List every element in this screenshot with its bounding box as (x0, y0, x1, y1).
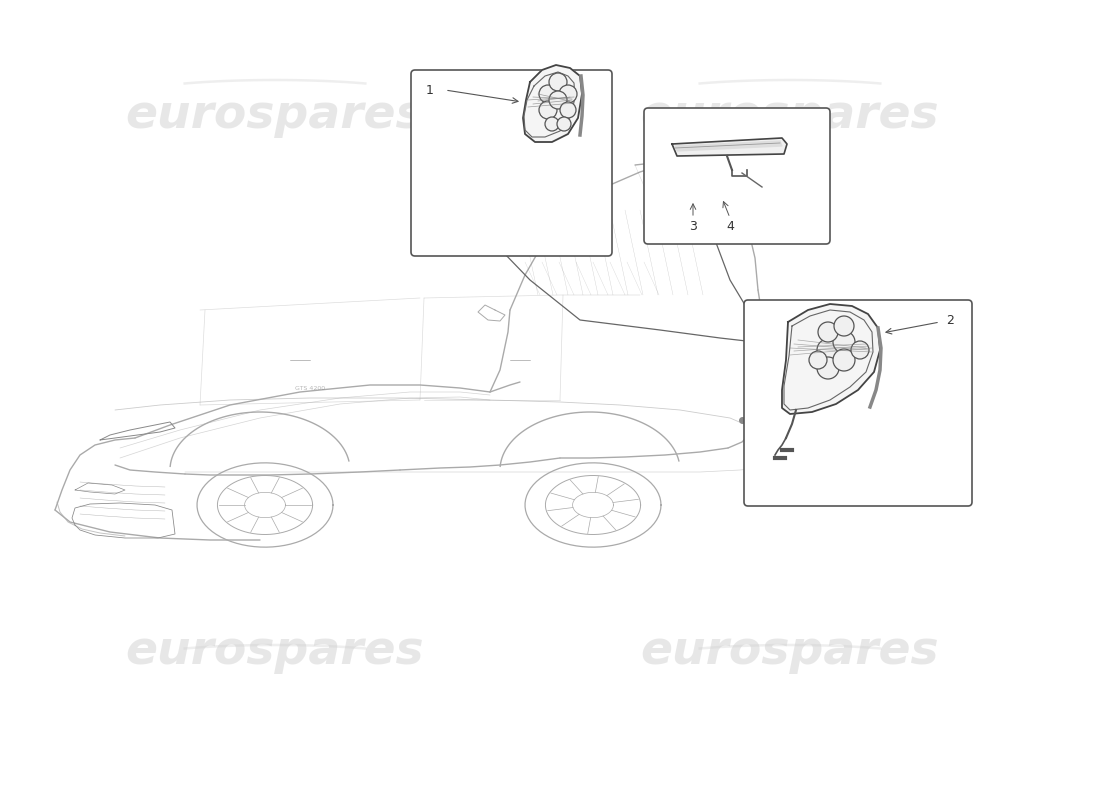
Circle shape (559, 85, 578, 103)
Text: GTS 4200: GTS 4200 (295, 386, 326, 391)
Circle shape (549, 73, 566, 91)
Circle shape (808, 351, 827, 369)
Circle shape (817, 339, 839, 361)
Circle shape (549, 91, 566, 109)
Circle shape (834, 316, 854, 336)
Polygon shape (522, 65, 582, 142)
Circle shape (851, 341, 869, 359)
Text: eurospares: eurospares (640, 630, 939, 674)
Text: eurospares: eurospares (640, 93, 939, 138)
Circle shape (817, 357, 839, 379)
Circle shape (560, 102, 576, 118)
Circle shape (833, 349, 855, 371)
Polygon shape (782, 304, 880, 414)
FancyBboxPatch shape (744, 300, 972, 506)
FancyBboxPatch shape (411, 70, 612, 256)
Polygon shape (672, 138, 786, 156)
FancyBboxPatch shape (644, 108, 830, 244)
Circle shape (544, 117, 559, 131)
Circle shape (557, 117, 571, 131)
Polygon shape (675, 141, 782, 151)
Text: 4: 4 (726, 221, 734, 234)
Circle shape (539, 101, 557, 119)
Circle shape (539, 85, 557, 103)
Text: 3: 3 (689, 221, 697, 234)
Text: eurospares: eurospares (125, 630, 425, 674)
Circle shape (833, 331, 855, 353)
Text: 2: 2 (946, 314, 954, 326)
Circle shape (818, 322, 838, 342)
Text: 1: 1 (426, 83, 433, 97)
Text: eurospares: eurospares (125, 93, 425, 138)
